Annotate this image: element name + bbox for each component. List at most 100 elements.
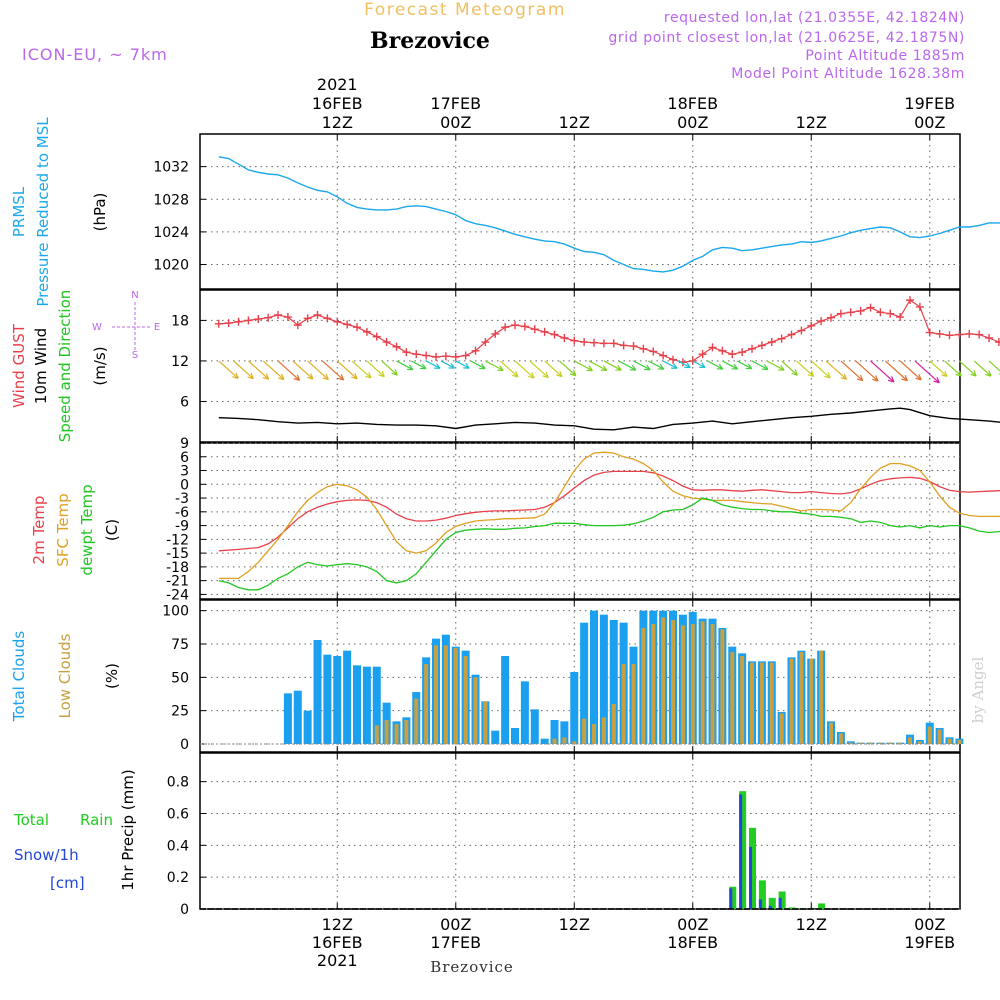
gust-marker [422,351,431,360]
low-cloud-bar [858,742,863,744]
gust-marker [817,317,826,326]
time-label-top: 19FEB [904,94,955,113]
wind-direction-arrow [307,360,329,381]
low-cloud-bar [898,742,903,744]
gust-marker [491,329,500,338]
gust-marker [520,322,529,331]
wind-arrow-head [716,363,724,370]
gust-marker [560,333,569,342]
wind-arrow-head [941,370,948,378]
gust-marker [846,308,855,317]
ytick-label: 1020 [153,258,189,274]
time-label-top: 00Z [914,113,945,132]
time-label-bottom: 12Z [796,915,827,934]
wind-label-speed-dir: Speed and Direction [56,290,74,443]
wind-direction-arrow [247,360,270,380]
gust-marker [511,321,520,330]
low-cloud-bar [720,629,725,744]
ytick-label: 1028 [153,192,189,208]
wind-arrow-head [955,370,962,377]
location-name: Brezovice [370,28,490,54]
time-label-bottom: 17FEB [430,933,481,952]
pressure-label-prmsl: PRMSL [10,186,28,237]
ytick-label: 0 [180,477,189,493]
gust-marker [619,341,628,350]
wind-arrow-head [731,363,739,370]
low-cloud-bar [661,617,666,744]
low-cloud-bar [424,664,429,744]
gust-marker [609,339,618,348]
time-label-top: 2021 [317,75,358,94]
wind-unit: (m/s) [91,346,109,385]
low-cloud-bar [927,726,932,744]
clouds-panel [199,599,961,753]
wind-direction-arrow [544,360,563,378]
ytick-label: -15 [166,546,189,562]
gust-marker [323,314,332,323]
precip-unit: 1hr Precip (mm) [119,769,137,890]
gust-marker [659,351,668,360]
gust-marker [570,336,579,345]
rain-bar [749,827,757,909]
low-cloud-bar [917,741,922,744]
gust-marker [985,333,994,342]
wind-direction-arrow [973,360,992,377]
gust-marker [580,338,589,347]
total-cloud-bar [283,693,292,744]
gust-marker [827,313,836,322]
time-label-bottom: 00Z [914,915,945,934]
gust-marker [777,334,786,343]
total-cloud-bar [846,741,855,744]
gust-marker [708,343,717,352]
gust-marker [343,320,352,329]
low-cloud-bar [680,625,685,744]
ytick-label: 1032 [153,160,189,176]
wind-direction-arrow [381,360,398,376]
wind-arrow-head [247,372,254,380]
clouds-unit: (%) [103,663,121,689]
rain-bar [739,791,747,909]
total-cloud-bar [343,650,352,744]
wind-direction-arrow [322,360,344,381]
gust-marker [886,309,895,318]
gust-marker [412,350,421,359]
wind-direction-arrow [588,360,608,371]
total-cloud-bar [511,728,520,744]
low-cloud-bar [700,621,705,744]
total-cloud-bar [362,666,371,744]
gust-marker [757,341,766,350]
time-label-top: 12Z [559,113,590,132]
time-label-top: 12Z [796,113,827,132]
wind-direction-arrow [233,360,254,380]
gust-marker [718,346,727,355]
wind-arrow-head [512,371,519,378]
snow-bar [778,897,782,909]
gust-marker [362,327,371,336]
time-label-bottom: 00Z [677,915,708,934]
time-label-top: 00Z [677,113,708,132]
wind-direction-arrow [766,360,785,371]
low-cloud-bar [453,648,458,744]
low-cloud-bar [671,620,676,744]
low-cloud-bar [621,664,626,744]
low-cloud-bar [838,733,843,744]
gust-marker [807,321,816,330]
ytick-label: 6 [180,394,189,410]
gust-marker [303,314,312,323]
wind-arrow-head [778,364,785,371]
temp-sfc-line [218,451,1000,580]
gust-marker [748,344,757,353]
time-label-bottom: 18FEB [667,933,718,952]
wind-direction-arrow [455,360,470,369]
low-cloud-bar [710,624,715,744]
ytick-label: 9 [180,436,189,452]
precip-legend-rain: Rain [80,811,113,829]
wind-arrow-head [232,372,239,379]
wind-arrow-head [933,377,940,384]
pressure-label-msl: Pressure Reduced to MSL [34,117,52,307]
ytick-label: 0 [180,902,189,918]
ytick-label: -6 [175,505,189,521]
wind-direction-arrow [796,360,815,377]
wind-direction-arrow [707,360,724,370]
